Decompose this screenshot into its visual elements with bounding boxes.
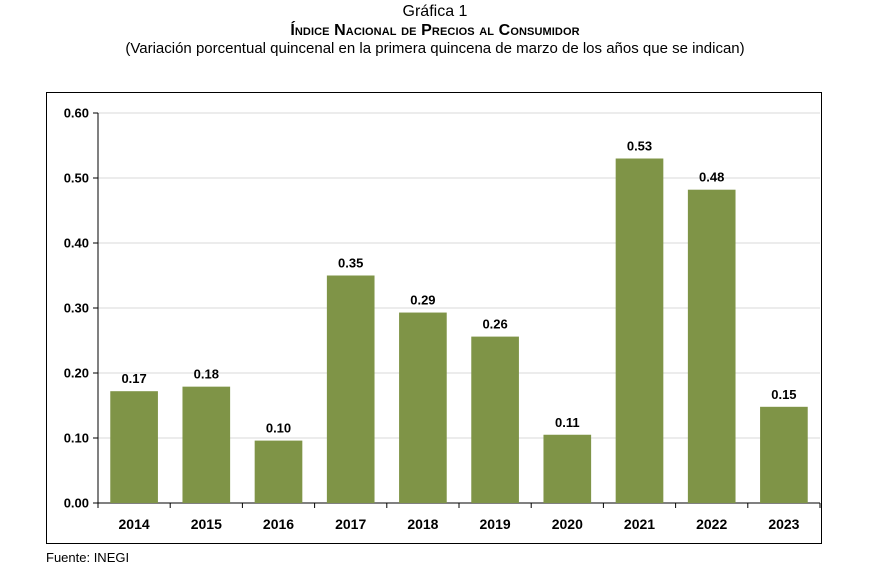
y-tick-label: 0.30 [64, 301, 89, 316]
bar-2014 [110, 391, 158, 503]
chart-subtitle: (Variación porcentual quincenal en la pr… [125, 40, 745, 57]
data-label-2021: 0.53 [627, 139, 652, 154]
bar-2023 [760, 406, 808, 503]
data-label-2017: 0.35 [338, 256, 363, 271]
data-label-2023: 0.15 [771, 387, 796, 402]
y-tick-label: 0.00 [64, 496, 89, 511]
bar-2022 [687, 189, 736, 503]
x-tick-label-2018: 2018 [407, 516, 438, 532]
chart-title: Índice Nacional de Precios al Consumidor [290, 22, 580, 39]
data-label-2022: 0.48 [699, 170, 724, 185]
y-tick-label: 0.20 [64, 366, 89, 381]
bar-2017 [326, 275, 375, 503]
y-tick-label: 0.10 [64, 431, 89, 446]
data-label-2020: 0.11 [555, 415, 580, 430]
x-tick-label-2016: 2016 [263, 516, 294, 532]
chart-header: Gráfica 1 Índice Nacional de Precios al … [0, 2, 870, 58]
data-label-2015: 0.18 [194, 367, 219, 382]
y-tick-label: 0.40 [64, 236, 89, 251]
x-tick-label-2020: 2020 [552, 516, 583, 532]
x-tick-label-2015: 2015 [191, 516, 222, 532]
data-label-2014: 0.17 [121, 371, 146, 386]
x-tick-label-2019: 2019 [480, 516, 511, 532]
data-label-2016: 0.10 [266, 421, 291, 436]
chart-label: Gráfica 1 [402, 3, 468, 20]
source-note: Fuente: INEGI [46, 550, 130, 565]
y-tick-label: 0.50 [64, 171, 89, 186]
x-tick-label-2022: 2022 [696, 516, 727, 532]
y-tick-label: 0.60 [64, 106, 89, 121]
data-label-2019: 0.26 [482, 317, 507, 332]
bar-2020 [543, 434, 592, 503]
chart-frame [46, 92, 822, 544]
x-tick-label-2023: 2023 [768, 516, 799, 532]
bar-2016 [254, 440, 303, 503]
x-tick-label-2014: 2014 [119, 516, 150, 532]
bar-2021 [615, 158, 664, 503]
bar-2018 [399, 312, 447, 503]
x-tick-label-2017: 2017 [335, 516, 366, 532]
bar-2015 [182, 386, 231, 503]
data-label-2018: 0.29 [410, 293, 435, 308]
x-tick-label-2021: 2021 [624, 516, 655, 532]
bar-2019 [471, 336, 519, 503]
